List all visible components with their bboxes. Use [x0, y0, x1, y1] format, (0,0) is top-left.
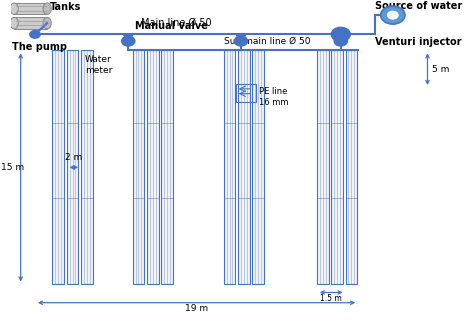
Bar [52, 50, 64, 284]
Circle shape [381, 6, 405, 24]
Text: Manual valve: Manual valve [135, 21, 208, 31]
Ellipse shape [10, 17, 18, 29]
Ellipse shape [43, 17, 51, 29]
Text: Venturi injector: Venturi injector [375, 37, 462, 47]
Text: Sub main line Ø 50: Sub main line Ø 50 [224, 37, 310, 46]
Text: 1.5 m: 1.5 m [320, 294, 342, 303]
Circle shape [387, 11, 398, 19]
Text: 15 m: 15 m [1, 163, 24, 172]
Text: 2 m: 2 m [65, 153, 82, 162]
Bar [317, 50, 328, 284]
Bar [67, 50, 78, 284]
Bar [14, 3, 47, 14]
Text: 5 m: 5 m [432, 65, 449, 74]
Polygon shape [237, 35, 246, 41]
Text: Tanks: Tanks [50, 2, 82, 12]
Polygon shape [336, 35, 346, 41]
Bar [14, 17, 47, 29]
Bar [81, 50, 93, 284]
Bar [147, 50, 159, 284]
Circle shape [331, 27, 350, 42]
Circle shape [334, 36, 347, 46]
Ellipse shape [10, 3, 18, 14]
Circle shape [30, 31, 40, 38]
Circle shape [122, 36, 135, 46]
Text: Main line Ø 50: Main line Ø 50 [141, 18, 211, 28]
Bar [331, 50, 343, 284]
Circle shape [234, 36, 247, 46]
Text: Source of water: Source of water [375, 1, 463, 11]
Bar [346, 50, 357, 284]
Bar [224, 50, 236, 284]
Bar [252, 50, 264, 284]
Bar [238, 50, 250, 284]
Ellipse shape [43, 3, 51, 14]
Bar [161, 50, 173, 284]
Bar [236, 84, 256, 102]
Bar [133, 50, 144, 284]
Polygon shape [124, 35, 133, 41]
Text: PE line
16 mm: PE line 16 mm [259, 87, 289, 107]
Text: 19 m: 19 m [185, 304, 208, 313]
Text: Water
meter: Water meter [85, 55, 112, 74]
Text: The pump: The pump [12, 42, 67, 52]
